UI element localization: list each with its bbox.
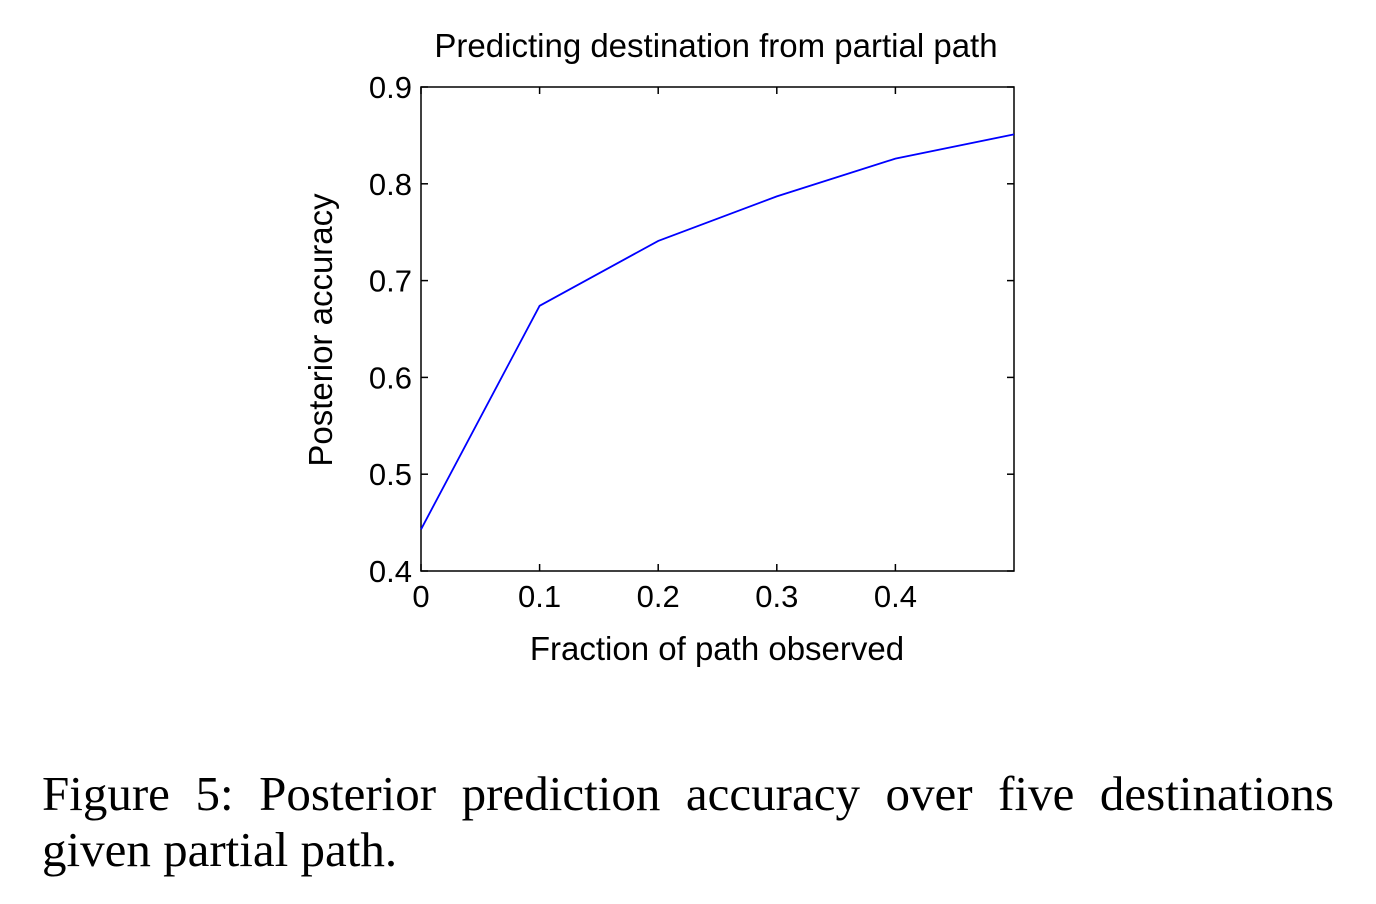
y-tick-label: 0.5 xyxy=(369,457,412,492)
x-tick-label: 0.2 xyxy=(637,579,680,614)
y-axis-label: Posterior accuracy xyxy=(302,193,339,467)
plot-area: 0 0.1 0.2 0.3 0.4 0.4 0.5 0.6 0.7 0.8 0.9 xyxy=(369,70,1015,614)
figure-caption: Figure 5: Posterior prediction accuracy … xyxy=(42,766,1334,877)
y-tick-label: 0.9 xyxy=(369,70,412,105)
x-axis-label: Fraction of path observed xyxy=(530,630,904,667)
x-tick-label: 0.4 xyxy=(874,579,917,614)
series-line xyxy=(420,133,1015,530)
x-tick-label: 0 xyxy=(412,579,429,614)
line-chart: Predicting destination from partial path… xyxy=(302,27,1015,667)
y-tick-label: 0.8 xyxy=(369,167,412,202)
axes-frame xyxy=(420,86,1015,572)
x-tick-label: 0.3 xyxy=(755,579,798,614)
chart-title: Predicting destination from partial path xyxy=(434,27,997,64)
x-tick-label: 0.1 xyxy=(518,579,561,614)
y-tick-label: 0.4 xyxy=(369,554,412,589)
y-tick-label: 0.6 xyxy=(369,360,412,395)
y-tick-label: 0.7 xyxy=(369,264,412,299)
